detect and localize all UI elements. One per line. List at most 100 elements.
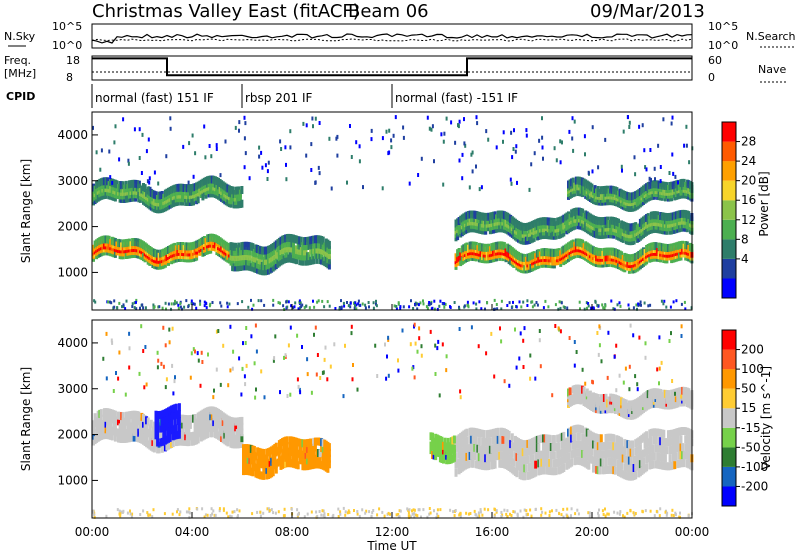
heatmap-cell (687, 428, 691, 437)
heatmap-cell (534, 452, 538, 461)
heatmap-cell (274, 240, 278, 249)
heatmap-cell (420, 156, 423, 161)
heatmap-cell (113, 305, 116, 309)
heatmap-cell (112, 427, 116, 436)
heatmap-cell (355, 303, 358, 307)
heatmap-cell (659, 461, 663, 470)
heatmap-cell (282, 240, 286, 249)
heatmap-cell (266, 169, 269, 174)
heatmap-cell (479, 453, 483, 462)
heatmap-cell (247, 305, 250, 309)
heatmap-cell (687, 180, 691, 189)
heatmap-cell (157, 181, 160, 186)
heatmap-cell (199, 299, 202, 303)
heatmap-cell (512, 217, 516, 226)
heatmap-cell (657, 189, 661, 198)
heatmap-cell (107, 181, 111, 190)
heatmap-cell (174, 431, 178, 440)
heatmap-cell (145, 433, 149, 442)
heatmap-cell (502, 460, 506, 469)
heatmap-cell (298, 299, 301, 303)
heatmap-cell (557, 217, 561, 226)
heatmap-cell (112, 237, 116, 246)
heatmap-cell (307, 252, 311, 261)
heatmap-cell (282, 460, 286, 469)
heatmap-cell (540, 231, 544, 240)
heatmap-cell (246, 467, 250, 476)
heatmap-cell (267, 448, 270, 457)
heatmap-cell (249, 242, 253, 251)
heatmap-cell (229, 196, 233, 205)
heatmap-cell (454, 460, 458, 469)
heatmap-cell (628, 307, 631, 311)
heatmap-cell (124, 417, 128, 426)
cpid-segment-label: normal (fast) -151 IF (395, 91, 518, 105)
velocity-cells (92, 322, 694, 519)
heatmap-cell (358, 303, 361, 307)
heatmap-cell (646, 213, 650, 222)
heatmap-cell (390, 145, 393, 150)
heatmap-cell (598, 466, 602, 475)
heatmap-cell (599, 458, 603, 467)
heatmap-cell (685, 143, 688, 148)
heatmap-cell (477, 222, 481, 231)
heatmap-cell (604, 466, 608, 474)
heatmap-cell (571, 116, 574, 121)
heatmap-cell (619, 304, 622, 308)
heatmap-cell (204, 176, 208, 185)
heatmap-cell (317, 437, 320, 446)
heatmap-cell (215, 143, 218, 148)
heatmap-cell (527, 253, 531, 262)
heatmap-cell (237, 186, 241, 195)
heatmap-cell (557, 434, 561, 443)
heatmap-cell (321, 450, 325, 459)
heatmap-cell (242, 455, 245, 464)
heatmap-cell (484, 446, 488, 455)
heatmap-cell (562, 447, 566, 456)
heatmap-cell (121, 412, 125, 421)
heatmap-cell (512, 147, 515, 151)
heatmap-cell (602, 442, 606, 451)
heatmap-cell (571, 136, 574, 141)
heatmap-cell (152, 427, 156, 436)
heatmap-cell (163, 429, 167, 438)
heatmap-cell (643, 148, 646, 153)
heatmap-cell (307, 450, 311, 459)
heatmap-cell (127, 158, 130, 163)
heatmap-cell (616, 303, 619, 307)
heatmap-cell (662, 187, 666, 196)
heatmap-cell (315, 449, 319, 457)
heatmap-cell (123, 423, 127, 432)
heatmap-cell (621, 198, 625, 207)
heatmap-cell (463, 117, 465, 122)
heatmap-cell (277, 243, 281, 251)
heatmap-cell (552, 451, 556, 460)
heatmap-cell (570, 450, 574, 459)
heatmap-cell (592, 464, 595, 473)
heatmap-cell (459, 258, 463, 267)
heatmap-cell (318, 455, 322, 463)
heatmap-cell (177, 430, 181, 439)
heatmap-cell (496, 307, 499, 311)
heatmap-cell (268, 453, 272, 462)
heatmap-cell (312, 256, 316, 265)
heatmap-cell (273, 455, 277, 464)
heatmap-cell (221, 429, 225, 438)
heatmap-cell (224, 139, 227, 144)
heatmap-cell (190, 301, 193, 305)
heatmap-cell (129, 422, 133, 431)
heatmap-cell (634, 439, 638, 448)
heatmap-cell (310, 142, 313, 147)
heatmap-cell (521, 464, 525, 473)
heatmap-cell (471, 443, 475, 452)
heatmap-cell (215, 407, 219, 416)
heatmap-cell (602, 227, 606, 236)
heatmap-cell (530, 162, 533, 167)
heatmap-cell (284, 436, 288, 445)
heatmap-cell (595, 216, 599, 225)
heatmap-cell (599, 434, 603, 443)
heatmap-cell (165, 442, 169, 451)
cpid-segment-label: normal (fast) 151 IF (95, 91, 214, 105)
heatmap-cell (270, 463, 274, 472)
